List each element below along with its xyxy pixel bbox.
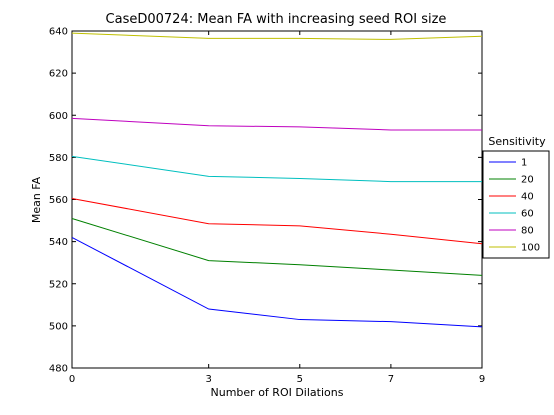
- series-line-80: [71, 117, 482, 131]
- y-axis-label: Mean FA: [30, 176, 43, 223]
- x-tick-label: 9: [479, 374, 485, 385]
- x-tick-label: 3: [205, 374, 211, 385]
- legend-entry-label: 80: [521, 226, 534, 237]
- y-tick-label: 520: [49, 279, 68, 290]
- x-tick-label: 5: [297, 374, 303, 385]
- legend-entry-label: 60: [521, 209, 534, 220]
- legend-box: [482, 150, 550, 259]
- legend-entry-label: 20: [521, 175, 534, 186]
- x-axis: 0 3 5 7 9: [69, 31, 485, 385]
- y-tick-label: 480: [49, 364, 68, 375]
- series-line-20: [71, 217, 483, 276]
- chart-title: CaseD00724: Mean FA with increasing seed…: [106, 12, 447, 27]
- legend-entry-label: 1: [521, 158, 527, 169]
- legend-entry-label: 40: [521, 192, 534, 203]
- y-tick-label: 540: [49, 237, 68, 248]
- y-tick-label: 620: [49, 69, 68, 80]
- y-tick-label: 580: [49, 153, 68, 164]
- series-line-60: [71, 155, 482, 183]
- y-axis: 480 500 520 540 560 580 600 620 640: [49, 27, 482, 375]
- series-line-1: [71, 236, 483, 328]
- y-tick-label: 500: [49, 321, 68, 332]
- plot-area: [71, 30, 483, 369]
- series-line-40: [71, 197, 483, 245]
- x-axis-label: Number of ROI Dilations: [211, 386, 344, 399]
- legend-entry-label: 100: [521, 243, 540, 254]
- y-tick-label: 640: [49, 27, 68, 38]
- legend: 1 20 40 60 80 100: [482, 150, 550, 259]
- x-tick-label: 0: [69, 374, 75, 385]
- series-group: [71, 32, 483, 328]
- y-tick-label: 600: [49, 111, 68, 122]
- x-tick-label: 7: [388, 374, 394, 385]
- series-line-100: [71, 32, 483, 40]
- legend-title: Sensitivity: [488, 135, 546, 148]
- y-tick-label: 560: [49, 195, 68, 206]
